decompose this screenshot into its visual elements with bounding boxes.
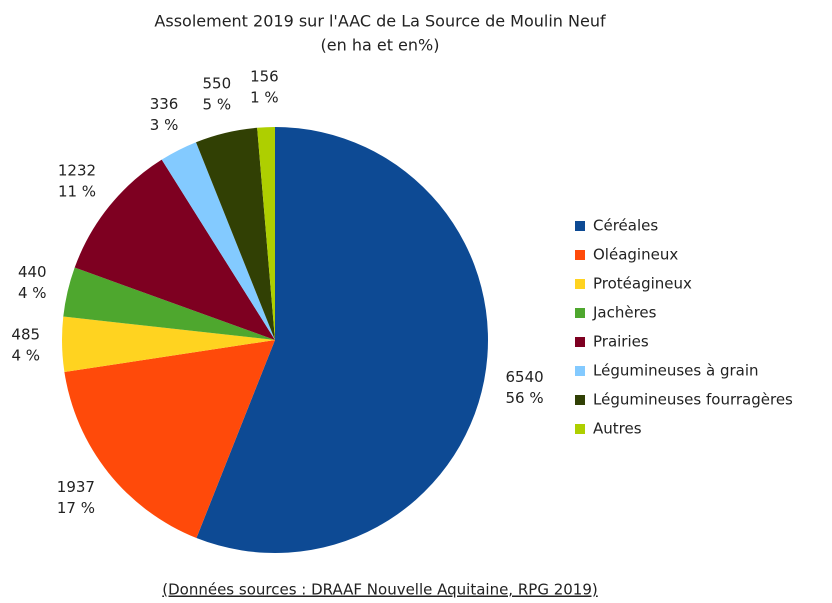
pie-slice	[196, 127, 275, 340]
pie-slice	[196, 127, 488, 553]
legend-label: Légumineuses à grain	[593, 362, 759, 380]
pie-slice	[74, 159, 275, 340]
pie-slice	[64, 340, 275, 538]
legend-swatch	[575, 395, 585, 405]
legend-swatch	[575, 250, 585, 260]
legend-swatch	[575, 337, 585, 347]
percent-label: 4 %	[18, 284, 47, 302]
pie-slice	[63, 267, 276, 340]
percent-label: 4 %	[11, 347, 40, 365]
legend-swatch	[575, 308, 585, 318]
percent-label: 56 %	[506, 389, 544, 407]
data-label: 336	[150, 95, 179, 113]
legend-label: Autres	[593, 420, 642, 438]
legend-swatch	[575, 221, 585, 231]
percent-label: 1 %	[250, 89, 279, 107]
legend-swatch	[575, 424, 585, 434]
source-note: (Données sources : DRAAF Nouvelle Aquita…	[162, 581, 597, 599]
legend-swatch	[575, 279, 585, 289]
legend-label: Céréales	[593, 217, 658, 235]
percent-label: 17 %	[57, 499, 95, 517]
chart-subtitle: (en ha et en%)	[321, 36, 440, 55]
legend-swatch	[575, 366, 585, 376]
pie-slice	[62, 316, 276, 372]
data-label: 485	[11, 326, 40, 344]
data-label: 440	[18, 263, 47, 281]
pie-slice	[257, 127, 275, 340]
data-label: 156	[250, 68, 279, 86]
chart-title: Assolement 2019 sur l'AAC de La Source d…	[154, 12, 606, 31]
data-label: 1232	[58, 162, 96, 180]
legend-label: Oléagineux	[593, 246, 678, 264]
pie-slice	[161, 142, 275, 340]
data-label: 550	[203, 74, 232, 92]
percent-label: 11 %	[58, 183, 96, 201]
legend-label: Légumineuses fourragères	[593, 391, 793, 409]
percent-label: 5 %	[203, 95, 232, 113]
legend-label: Protéagineux	[593, 275, 692, 293]
legend-label: Prairies	[593, 333, 649, 351]
legend-label: Jachères	[592, 304, 657, 322]
data-label: 1937	[57, 478, 95, 496]
percent-label: 3 %	[150, 116, 179, 134]
data-label: 6540	[506, 368, 544, 386]
